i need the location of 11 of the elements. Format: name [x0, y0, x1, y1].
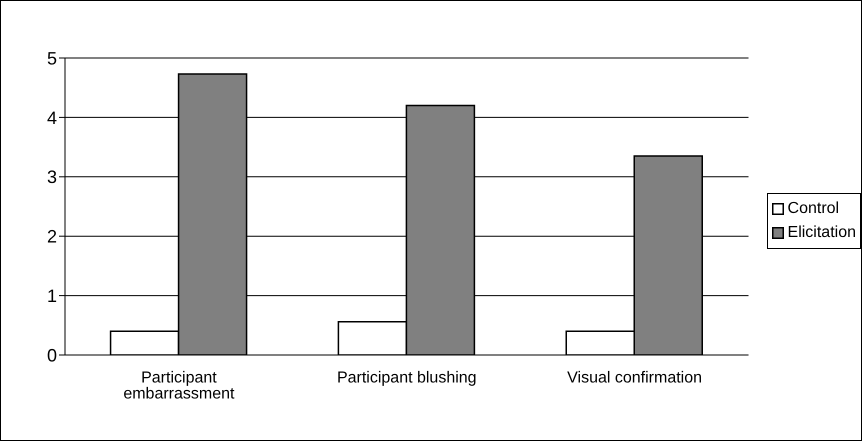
x-tick-label: Participant embarrassment — [123, 369, 236, 402]
y-tick-label: 0 — [46, 345, 57, 366]
y-tick-label: 2 — [46, 226, 57, 247]
y-tick-label: 5 — [46, 48, 57, 68]
legend-label: Elicitation — [788, 224, 856, 242]
x-tick-label: Participant blushing — [336, 369, 477, 386]
y-tick-label: 1 — [46, 286, 57, 306]
y-tick-label: 4 — [46, 108, 57, 128]
y-tick-label: 3 — [46, 167, 57, 188]
x-tick-label: Visual confirmation — [567, 369, 702, 386]
legend-label: Control — [788, 200, 840, 218]
